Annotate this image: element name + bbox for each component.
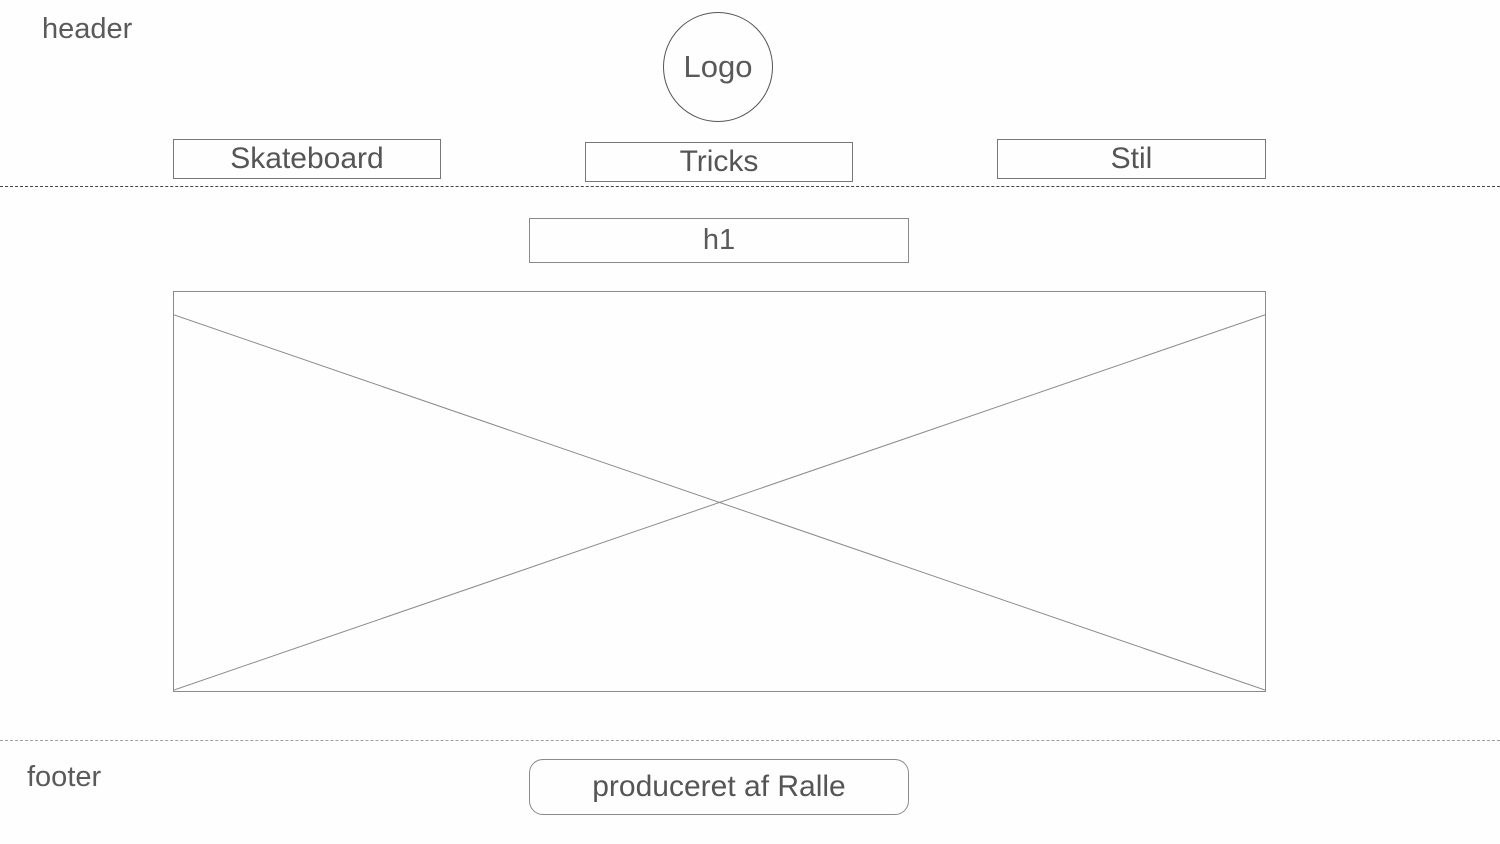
footer-credit: produceret af Ralle — [529, 759, 909, 815]
image-placeholder-cross — [174, 314, 1265, 691]
header-divider — [0, 186, 1500, 187]
nav-button-stil[interactable]: Stil — [997, 139, 1266, 179]
nav-button-skateboard[interactable]: Skateboard — [173, 139, 441, 179]
page-heading-placeholder: h1 — [529, 218, 909, 263]
nav-button-tricks[interactable]: Tricks — [585, 142, 853, 182]
footer-label: footer — [27, 761, 102, 793]
footer-divider — [0, 740, 1500, 741]
image-placeholder — [173, 291, 1266, 692]
header-label: header — [42, 13, 133, 45]
logo[interactable]: Logo — [663, 12, 773, 122]
